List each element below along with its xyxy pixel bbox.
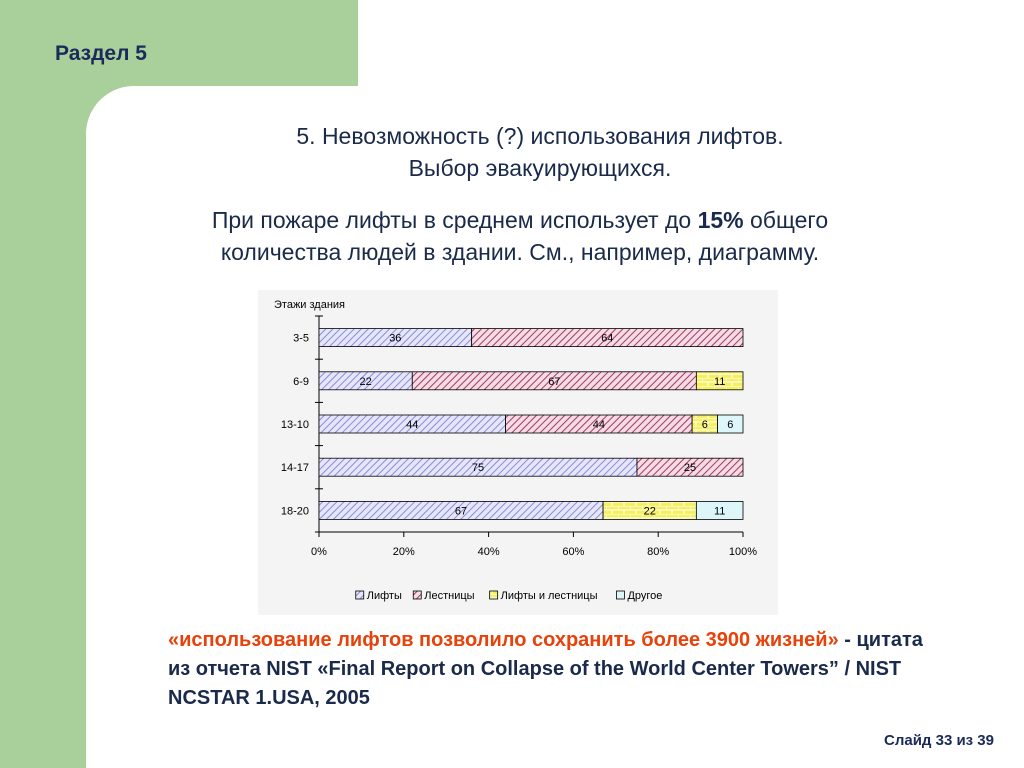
- x-tick-label: 80%: [647, 546, 669, 558]
- data-label: 36: [389, 333, 401, 345]
- data-label: 44: [593, 419, 605, 431]
- legend-label: Лифты и лестницы: [501, 590, 598, 602]
- header-background: [358, 0, 1024, 86]
- title-line-1: 5. Невозможность (?) использования лифто…: [296, 123, 784, 149]
- evacuation-chart: Этажи здания 0% 20% 40% 60% 80% 100% 3-5 36 64 6…: [274, 299, 757, 602]
- bar-segment: [717, 414, 744, 434]
- data-label: 6: [702, 419, 708, 431]
- slide-subtitle: При пожаре лифты в среднем использует до…: [150, 204, 890, 268]
- data-label: 75: [472, 462, 484, 474]
- bar-segment: [636, 457, 744, 477]
- x-tick-label: 100%: [729, 546, 757, 558]
- data-label: 11: [714, 505, 725, 517]
- category-label: 3-5: [293, 333, 309, 345]
- data-label: 11: [714, 376, 725, 388]
- subtitle-text-1: При пожаре лифты в среднем использует до: [211, 207, 698, 233]
- x-tick-label: 20%: [393, 546, 415, 558]
- bar-segment: [695, 371, 744, 391]
- legend-label: Лестницы: [424, 590, 474, 602]
- legend-swatch: [355, 590, 365, 600]
- slide-title: 5. Невозможность (?) использования лифто…: [200, 120, 880, 184]
- bar-segment: [471, 328, 744, 347]
- legend-label: Лифты: [367, 590, 402, 602]
- quote-source: - цитата из отчета NIST «Final Report on…: [168, 629, 923, 709]
- quote-highlight: «использование лифтов позволило сохранит…: [168, 629, 839, 651]
- y-axis-label: Этажи здания: [274, 299, 345, 311]
- legend-swatch: [616, 590, 625, 600]
- x-tick-label: 40%: [478, 546, 500, 558]
- data-label: 44: [406, 419, 418, 431]
- slide-counter: Слайд 33 из 39: [884, 732, 994, 749]
- category-label: 13-10: [281, 419, 309, 431]
- legend-swatch: [412, 590, 422, 600]
- legend-label: Другое: [627, 590, 662, 602]
- category-label: 18-20: [281, 505, 309, 517]
- data-label: 67: [455, 505, 467, 517]
- x-tick-label: 0%: [311, 546, 327, 558]
- bar-segment: [695, 500, 744, 520]
- data-label: 67: [548, 376, 560, 388]
- category-label: 6-9: [293, 376, 309, 388]
- legend-swatch: [489, 590, 499, 600]
- chart-area: Этажи здания 0% 20% 40% 60% 80% 100% 3-5 36 64 6…: [258, 290, 778, 615]
- title-line-2: Выбор эвакуирующихся.: [408, 155, 672, 181]
- section-label: Раздел 5: [55, 42, 147, 65]
- data-label: 22: [644, 505, 656, 517]
- subtitle-text-2: общего количества людей в здании. См., н…: [220, 207, 829, 265]
- data-label: 64: [601, 333, 613, 345]
- x-tick-label: 60%: [562, 546, 584, 558]
- nist-quote: «использование лифтов позволило сохранит…: [168, 626, 928, 713]
- subtitle-highlight: 15%: [697, 207, 744, 233]
- category-label: 14-17: [281, 462, 309, 474]
- data-label: 22: [360, 376, 372, 388]
- data-label: 6: [727, 419, 733, 431]
- data-label: 25: [684, 462, 696, 474]
